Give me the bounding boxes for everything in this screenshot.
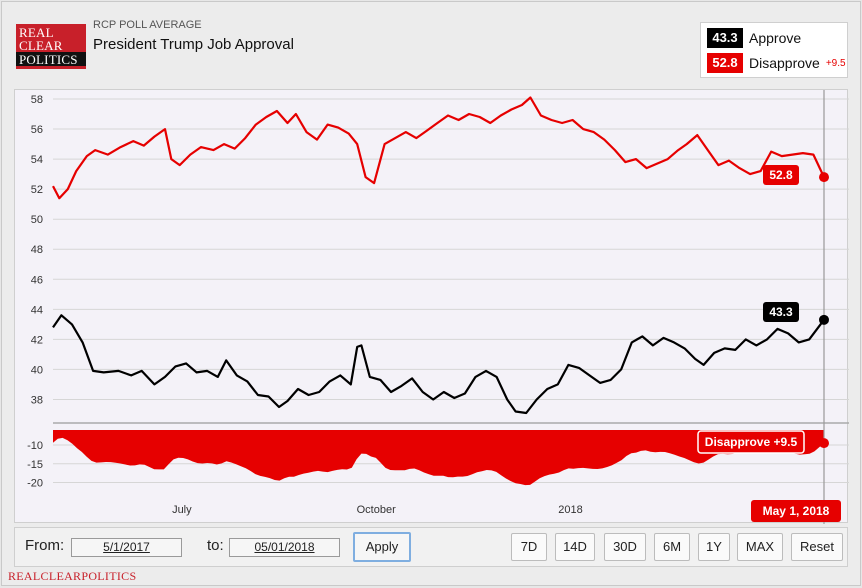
series-line-approve <box>52 314 825 415</box>
footer-brand: REALCLEARPOLITICS <box>8 569 137 583</box>
spread-y-tick-label: -15 <box>27 459 43 471</box>
date-end-callout: May 1, 2018 <box>763 504 830 518</box>
logo-line-2: CLEAR <box>19 38 63 53</box>
spread-y-tick-label: -20 <box>27 478 43 490</box>
spread-end-callout: Disapprove +9.5 <box>705 435 798 449</box>
y-tick-label: 44 <box>31 304 43 316</box>
approve-end-callout: 43.3 <box>769 305 793 319</box>
chart-title: President Trump Job Approval <box>93 36 294 53</box>
line-chart: 38 40 42 44 46 48 50 52 54 56 58 -10 -15 -20 43.3 52.8 D… <box>27 90 849 524</box>
to-date-input[interactable]: 05/01/2018 <box>229 538 340 557</box>
range-max-button[interactable]: MAX <box>737 533 783 561</box>
logo-line-3: POLITICS <box>16 52 86 66</box>
logo-line-1: REAL <box>19 25 54 40</box>
spread-area <box>53 430 824 486</box>
spread-end-callout-box <box>697 430 805 454</box>
legend-approve: 43.3 Approve <box>707 28 801 48</box>
legend-disapprove: 52.8 Disapprove +9.5 <box>707 53 846 73</box>
y-tick-label: 48 <box>31 244 43 256</box>
legend-approve-label: Approve <box>749 30 802 46</box>
rcp-logo: REAL CLEAR POLITICS <box>16 24 86 69</box>
y-tick-label: 50 <box>31 214 43 226</box>
apply-button[interactable]: Apply <box>353 532 411 562</box>
y-tick-label: 58 <box>31 94 43 106</box>
legend: 43.3 Approve 52.8 Disapprove +9.5 <box>700 22 848 78</box>
x-tick-label: July <box>172 504 192 516</box>
chart-kicker: RCP POLL AVERAGE <box>93 19 202 31</box>
legend-approve-value: 43.3 <box>707 28 743 48</box>
y-tick-label: 38 <box>31 394 43 406</box>
disapprove-end-callout-box <box>763 165 799 185</box>
range-14d-button[interactable]: 14D <box>555 533 595 561</box>
y-tick-label: 54 <box>31 154 43 166</box>
disapprove-end-callout: 52.8 <box>769 168 793 182</box>
range-controls: From: 5/1/2017 to: 05/01/2018 Apply 7D 1… <box>14 527 848 567</box>
range-6m-button[interactable]: 6M <box>654 533 690 561</box>
y-tick-label: 42 <box>31 334 43 346</box>
y-tick-label: 46 <box>31 274 43 286</box>
reset-button[interactable]: Reset <box>791 533 843 561</box>
approve-end-point <box>819 314 829 325</box>
disapprove-end-point <box>819 172 829 183</box>
range-30d-button[interactable]: 30D <box>604 533 646 561</box>
date-end-callout-box <box>751 500 841 522</box>
from-date-input[interactable]: 5/1/2017 <box>71 538 182 557</box>
range-7d-button[interactable]: 7D <box>511 533 547 561</box>
spread-end-point <box>819 438 829 449</box>
x-tick-label: October <box>357 504 396 516</box>
approve-end-callout-box <box>763 302 799 322</box>
to-label: to: <box>207 537 224 554</box>
range-1y-button[interactable]: 1Y <box>698 533 730 561</box>
legend-spread: +9.5 <box>825 57 846 69</box>
plot-area[interactable]: 38 40 42 44 46 48 50 52 54 56 58 -10 -15 -20 43.3 52.8 D… <box>14 89 849 524</box>
y-tick-label: 40 <box>31 364 43 376</box>
spread-y-tick-label: -10 <box>27 440 43 452</box>
legend-disapprove-value: 52.8 <box>707 53 743 73</box>
from-label: From: <box>25 537 65 554</box>
legend-disapprove-label: Disapprove <box>749 55 820 71</box>
x-tick-label: 2018 <box>558 504 582 516</box>
y-tick-label: 56 <box>31 124 43 136</box>
y-tick-label: 52 <box>31 184 43 196</box>
series-line-disapprove <box>52 96 825 200</box>
